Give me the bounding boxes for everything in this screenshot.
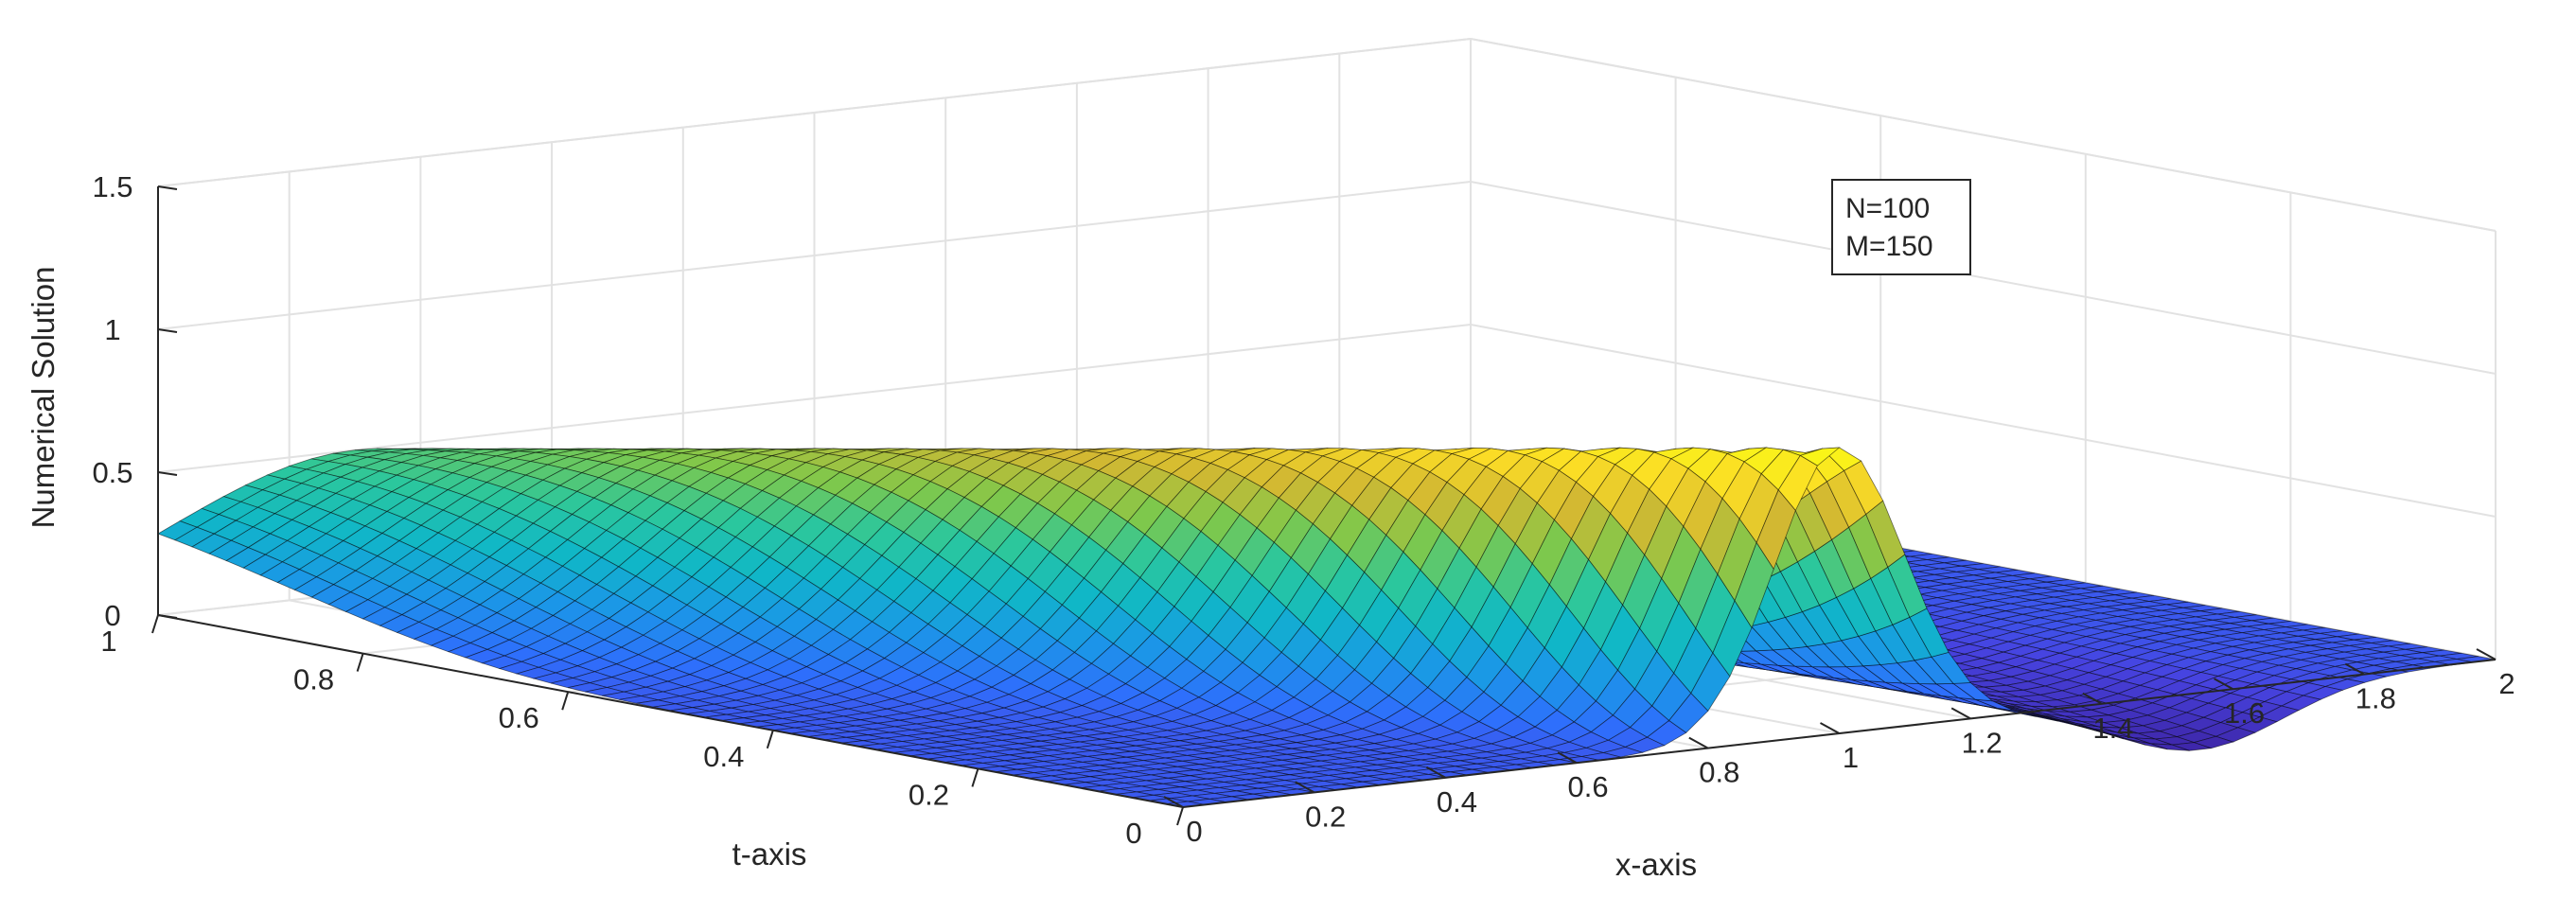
z-tick-mark bbox=[157, 614, 178, 619]
x-tick-mark bbox=[1295, 781, 1315, 794]
x-tick-label: 0 bbox=[1186, 815, 1202, 848]
t-tick-label: 0.6 bbox=[499, 701, 539, 734]
t-tick-mark bbox=[151, 614, 159, 634]
grid-line-z bbox=[1470, 324, 2497, 518]
axes: 0 0.2 0.4 0.6 0.8 1 1.2 1.4 1.6 1.8 2 0 0.2 0.4 0.6 0.8… bbox=[92, 170, 2514, 850]
x-tick-mark bbox=[1950, 707, 1971, 720]
x-tick-label: 1.4 bbox=[2092, 712, 2133, 745]
legend-box bbox=[1831, 179, 1971, 275]
z-tick-label: 0 bbox=[104, 599, 120, 632]
grid-line-z bbox=[1470, 181, 2497, 375]
z-axis-label: Numerical Solution bbox=[26, 267, 61, 529]
x-tick-label: 2 bbox=[2498, 667, 2514, 700]
x-tick-mark bbox=[1557, 751, 1578, 765]
x-tick-label: 0.4 bbox=[1437, 785, 1477, 819]
z-tick-mark bbox=[157, 328, 178, 333]
x-tick-mark bbox=[2476, 648, 2497, 660]
t-axis-label: t-axis bbox=[732, 836, 807, 872]
x-tick-label: 1.6 bbox=[2224, 696, 2265, 730]
t-tick-label: 0.2 bbox=[909, 778, 949, 811]
t-tick-mark bbox=[356, 653, 364, 672]
x-tick-label: 1 bbox=[1843, 741, 1859, 774]
z-tick-mark bbox=[157, 471, 178, 476]
x-tick-mark bbox=[2344, 662, 2365, 676]
x-tick-label: 1.8 bbox=[2355, 682, 2396, 715]
surface-mesh bbox=[157, 447, 2497, 808]
x-axis-label: x-axis bbox=[1615, 847, 1697, 882]
legend: N=100 M=150 bbox=[1831, 179, 1971, 275]
t-tick-label: 0.4 bbox=[703, 740, 744, 773]
x-tick-label: 0.8 bbox=[1699, 756, 1739, 789]
box-top-edge bbox=[157, 38, 1472, 187]
x-tick-mark bbox=[1820, 722, 1840, 734]
t-tick-mark bbox=[1176, 806, 1184, 826]
t-tick-label: 0 bbox=[1125, 817, 1141, 850]
t-tick-label: 0.8 bbox=[293, 663, 334, 696]
z-tick-label: 1.5 bbox=[92, 170, 132, 203]
t-tick-label: 1 bbox=[100, 625, 116, 658]
x-tick-label: 0.6 bbox=[1568, 770, 1609, 803]
z-tick-label: 0.5 bbox=[92, 456, 132, 489]
x-tick-mark bbox=[2082, 692, 2103, 705]
t-tick-mark bbox=[971, 768, 979, 787]
t-tick-mark bbox=[766, 730, 774, 749]
x-tick-mark bbox=[2214, 678, 2234, 691]
x-tick-label: 1.2 bbox=[1962, 726, 2003, 759]
t-tick-mark bbox=[561, 691, 570, 711]
legend-entry-n: N=100 bbox=[1845, 193, 1930, 224]
z-tick-mark bbox=[157, 185, 178, 190]
x-tick-mark bbox=[1425, 766, 1446, 779]
legend-entry-m: M=150 bbox=[1845, 231, 1933, 262]
z-tick-label: 1 bbox=[104, 313, 120, 346]
x-tick-mark bbox=[1688, 736, 1709, 749]
t-axis-line bbox=[157, 614, 1184, 808]
x-tick-mark bbox=[1163, 796, 1184, 808]
box-top-edge bbox=[1470, 38, 2497, 232]
x-tick-label: 0.2 bbox=[1305, 800, 1346, 833]
